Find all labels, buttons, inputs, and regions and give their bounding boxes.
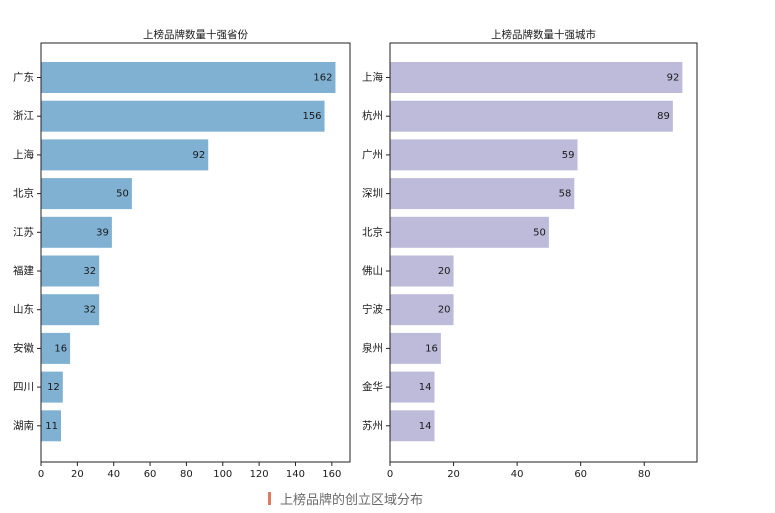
plot-frame [40,42,351,463]
bar-value-label: 156 [302,111,321,122]
bar-value-label: 32 [83,305,96,316]
bar-city [390,371,435,403]
category-label: 佛山 [362,264,383,277]
category-label: 泉州 [362,341,383,354]
chart-title: 上榜品牌数量十强省份 [143,28,248,41]
category-label: 广州 [362,149,383,161]
bar-value-label: 14 [419,421,432,432]
category-label: 北京 [13,187,34,200]
category-label: 安徽 [13,341,34,354]
figure-caption: 上榜品牌的创立区域分布 [268,487,423,509]
bar-value-label: 12 [47,382,60,393]
bar-value-label: 59 [562,150,575,161]
bar-value-label: 50 [116,189,129,200]
bar-value-label: 32 [83,266,96,277]
category-label: 浙江 [13,110,34,122]
x-tick-label: 0 [387,469,393,480]
x-tick-label: 100 [213,469,232,480]
bar-value-label: 39 [96,227,109,238]
category-label: 苏州 [362,419,383,432]
bar-city [390,216,549,248]
caption-accent-mark [268,491,271,505]
bar-province [41,332,71,364]
category-label: 广东 [13,71,34,84]
category-label: 湖南 [13,419,34,432]
bar-city [390,294,454,326]
bar-city [390,255,454,287]
x-tick-label: 20 [447,469,460,480]
chart-title: 上榜品牌数量十强城市 [491,28,596,41]
bar-value-label: 92 [667,73,680,84]
bar-city [390,62,683,93]
bar-value-label: 14 [419,382,432,393]
x-tick-label: 60 [144,469,157,480]
category-label: 宁波 [362,303,383,316]
category-label: 上海 [362,71,383,84]
x-tick-label: 140 [286,469,305,480]
bar-province [41,255,100,287]
x-tick-label: 80 [638,469,651,480]
bar-city [390,332,441,364]
bar-province [41,371,63,403]
bar-value-label: 50 [533,227,546,238]
category-label: 深圳 [362,188,383,200]
x-tick-label: 160 [322,469,341,480]
category-label: 杭州 [362,109,383,122]
bar-value-label: 11 [45,421,58,432]
category-label: 山东 [13,303,34,316]
x-tick-label: 20 [71,469,84,480]
category-label: 金华 [362,380,383,393]
category-label: 北京 [362,225,383,238]
bar-value-label: 20 [438,305,451,316]
x-tick-label: 40 [107,469,120,480]
bar-province [41,178,132,210]
x-tick-label: 60 [574,469,587,480]
bar-province [41,216,112,248]
caption-text: 上榜品牌的创立区域分布 [280,492,424,508]
category-label: 江苏 [13,225,34,238]
category-label: 福建 [13,264,34,277]
bar-city [390,139,578,171]
bar-province [41,410,61,442]
bar-value-label: 162 [313,73,332,84]
bar-value-label: 58 [559,189,572,200]
bar-province [41,100,325,132]
bar-city [390,410,435,442]
x-tick-label: 80 [180,469,193,480]
bar-city [390,178,575,210]
bar-province [41,294,100,326]
bar-value-label: 16 [425,343,438,354]
bar-city [390,100,673,132]
plot-frame [389,42,698,463]
bar-province [41,139,209,171]
x-tick-label: 40 [511,469,524,480]
bar-value-label: 20 [438,266,451,277]
x-tick-label: 0 [38,469,44,480]
bar-value-label: 89 [657,111,670,122]
bar-value-label: 92 [192,150,205,161]
x-tick-label: 120 [250,469,269,480]
category-label: 上海 [13,148,34,161]
category-label: 四川 [13,381,34,393]
bar-value-label: 16 [54,343,67,354]
bar-province [41,62,336,93]
